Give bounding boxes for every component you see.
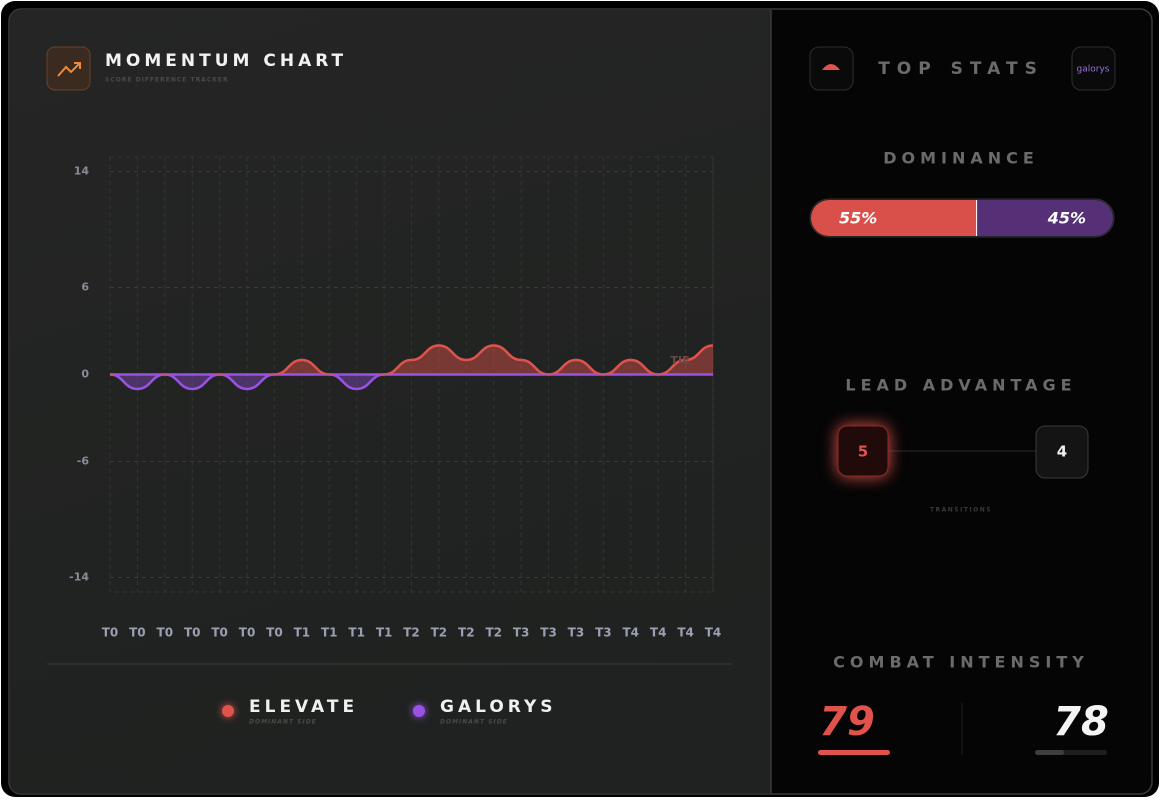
y-tick-label: 14	[74, 165, 90, 178]
x-tick-label: T0	[211, 626, 228, 640]
area	[110, 345, 713, 389]
left-panel	[10, 10, 771, 793]
right-logo	[1071, 46, 1116, 91]
annotation: TIE	[670, 354, 689, 367]
y-tick-label: -14	[69, 571, 89, 584]
x-tick-label: T3	[595, 626, 612, 640]
x-tick-label: T2	[485, 626, 502, 640]
x-tick-label: T0	[102, 626, 119, 640]
x-tick-label: T4	[677, 626, 694, 640]
x-tick-label: T3	[568, 626, 585, 640]
x-tick-label: T0	[129, 626, 146, 640]
legend-name: ELEVATE	[249, 697, 358, 717]
x-tick-label: T3	[540, 626, 557, 640]
combat-value-left: 79	[819, 699, 875, 745]
trend-icon	[57, 62, 81, 77]
x-tick-label: T1	[348, 626, 365, 640]
y-tick-label: 0	[81, 368, 89, 381]
lead-value-right: 4	[1057, 443, 1067, 461]
right-logo-text: galorys	[1077, 65, 1110, 75]
x-tick-label: T0	[239, 626, 256, 640]
combat-value-right: 78	[1053, 699, 1109, 745]
lead-note: TRANSITIONS	[930, 507, 992, 514]
x-tick-label: T3	[513, 626, 530, 640]
combat-bar-left	[818, 750, 890, 755]
title: MOMENTUM CHART	[105, 51, 347, 71]
lead-box-right	[1035, 425, 1089, 479]
top-stats-title: TOP STATS	[878, 59, 1044, 79]
x-tick-label: T1	[376, 626, 393, 640]
lead-box-left	[837, 425, 889, 477]
combat-bar-right	[1035, 750, 1064, 755]
x-tick-label: T0	[184, 626, 201, 640]
dominance-label-left: 55%	[839, 209, 877, 228]
momentum-line	[109, 344, 714, 391]
x-tick-label: T2	[431, 626, 448, 640]
legend-note: DOMINANT SIDE	[440, 719, 508, 726]
x-tick-label: T4	[705, 626, 722, 640]
x-tick-label: T0	[266, 626, 283, 640]
subtitle: SCORE DIFFERENCE TRACKER	[105, 77, 229, 84]
left-logo-shape	[822, 64, 840, 70]
dominance-label-right: 45%	[1047, 209, 1086, 228]
y-tick-label: -6	[77, 455, 90, 468]
legend-dot	[222, 705, 234, 717]
y-tick-label: 6	[81, 281, 89, 294]
x-tick-label: T1	[321, 626, 338, 640]
x-tick-label: T0	[157, 626, 174, 640]
dominance-segment	[977, 200, 1113, 236]
lead-value-left: 5	[858, 443, 868, 461]
legend-dot	[413, 705, 425, 717]
x-tick-label: T2	[403, 626, 420, 640]
x-tick-label: T4	[650, 626, 667, 640]
combat-title: COMBAT INTENSITY	[833, 653, 1089, 672]
x-tick-label: T4	[622, 626, 639, 640]
dominance-segment	[811, 200, 978, 236]
legend-note: DOMINANT SIDE	[249, 719, 317, 726]
dominance-title: DOMINANCE	[883, 149, 1039, 168]
x-tick-label: T1	[294, 626, 311, 640]
x-tick-label: T2	[458, 626, 475, 640]
lead-title: LEAD ADVANTAGE	[845, 376, 1076, 395]
legend-name: GALORYS	[440, 697, 557, 717]
